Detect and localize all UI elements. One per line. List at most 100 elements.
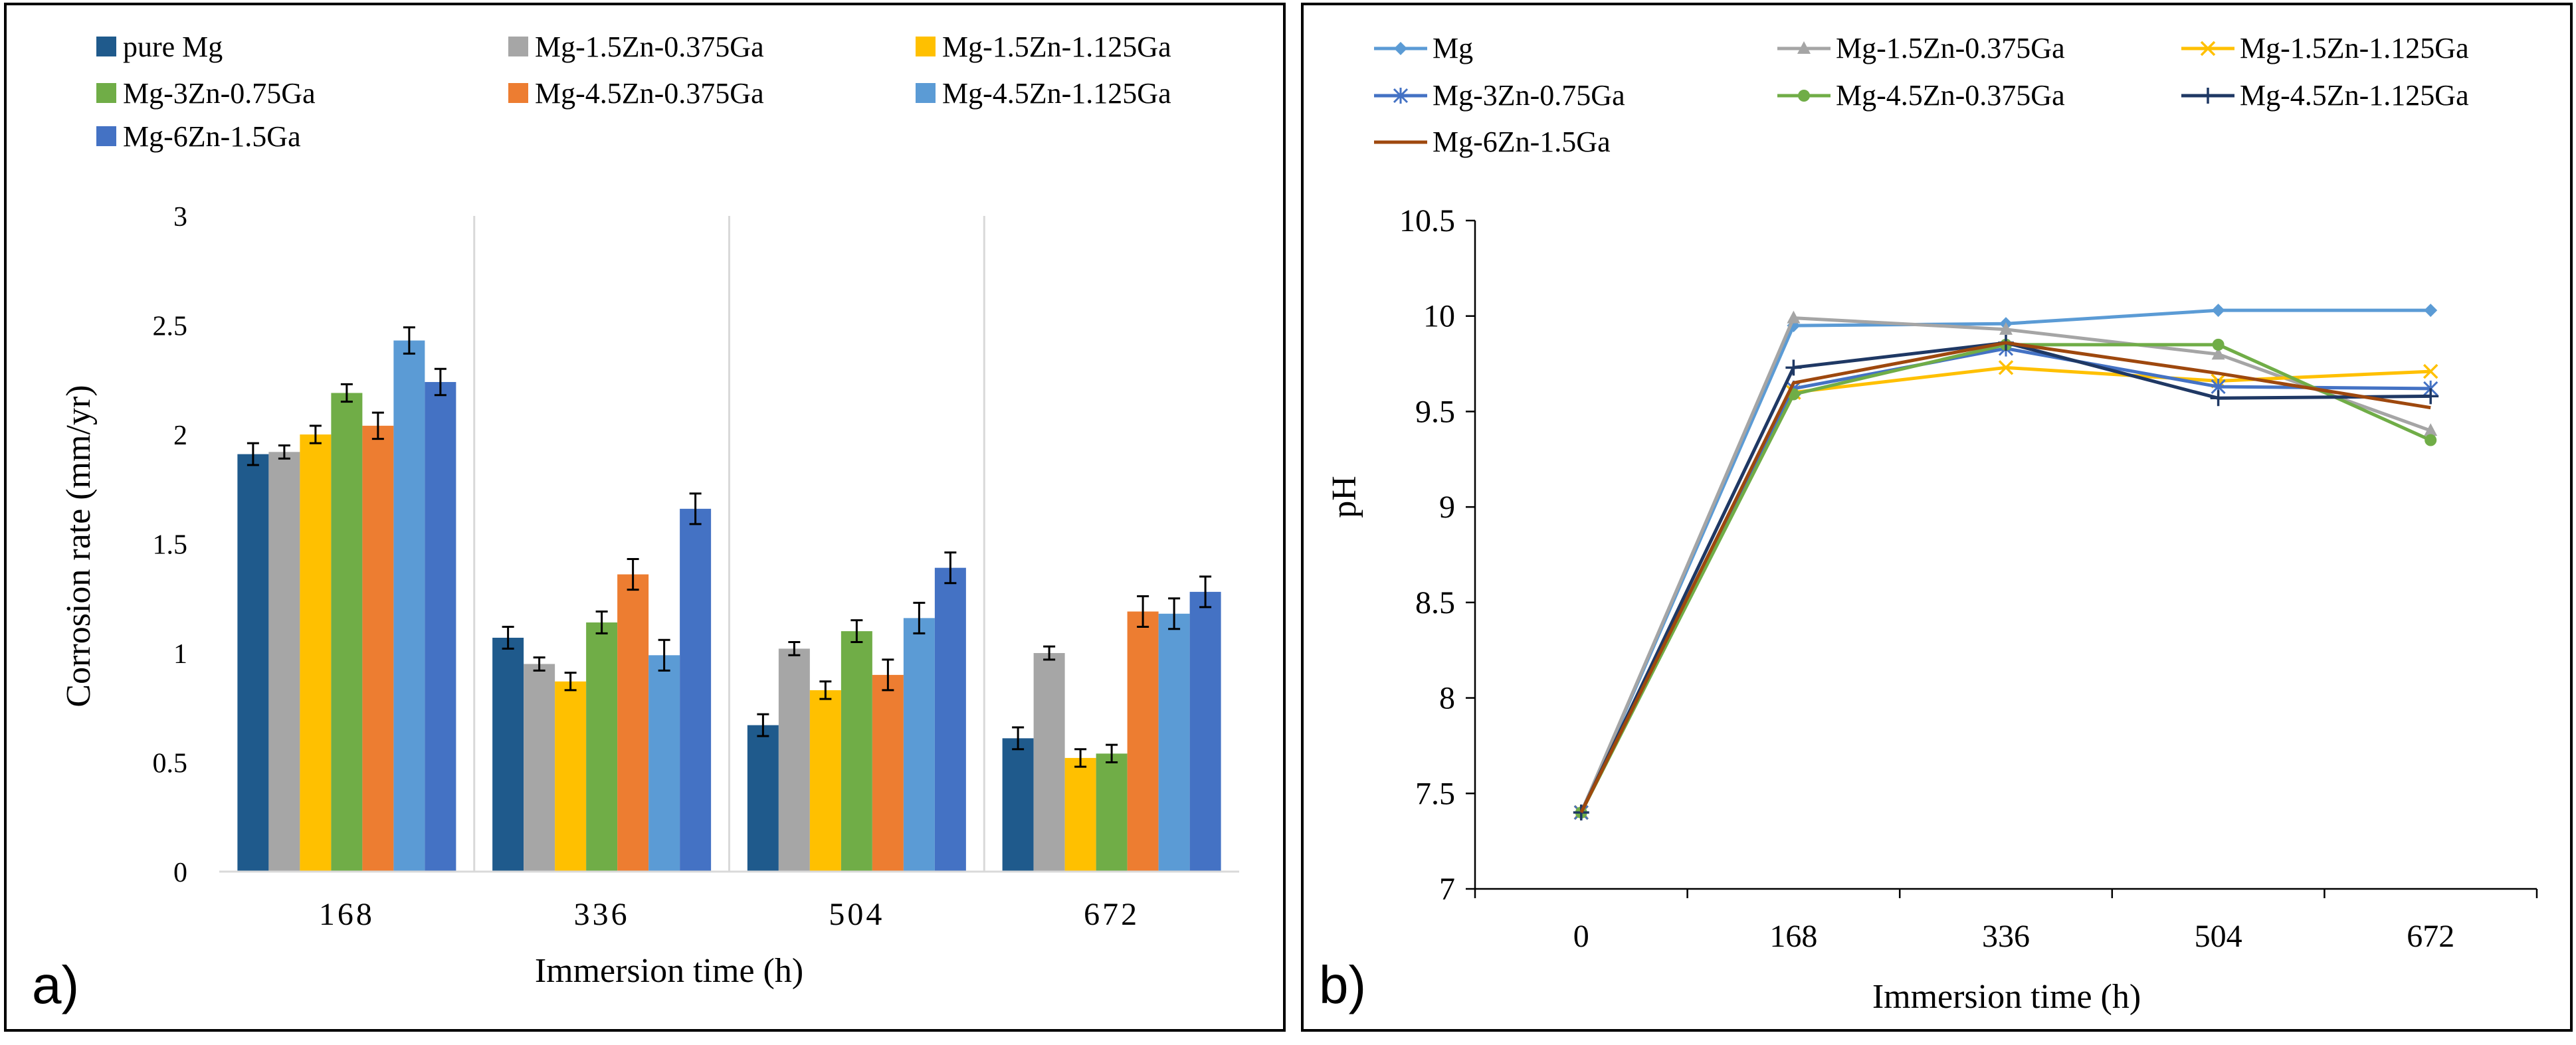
error-bar-mg-1-5zn-1-125ga-504: [819, 680, 832, 700]
a-y-axis-title: Corrosion rate (mm/yr): [60, 385, 98, 707]
a-legend-label: Mg-6Zn-1.5Ga: [123, 120, 301, 153]
a-y-tick-label: 0: [173, 858, 187, 888]
b-x-tick-label: 0: [1573, 919, 1589, 954]
b-y-tick-label: 10: [1423, 299, 1455, 334]
a-legend-label: pure Mg: [123, 31, 223, 63]
a-bars: [237, 340, 1221, 872]
error-bar-mg-3zn-0-75ga-336: [595, 610, 608, 634]
b-y-tick-label: 8.5: [1415, 585, 1455, 620]
b-legend: Mg Mg-1.5Zn-0.375Ga Mg-1.5Zn-1.125Ga Mg-3Zn…: [1374, 32, 2469, 158]
bar-mg-6zn-1-5ga-504: [934, 567, 966, 872]
a-y-tick-labels: 0 0.5 1 1.5 2 2.5 3: [153, 202, 188, 888]
b-x-tick-label: 672: [2407, 919, 2454, 954]
b-legend-marker: [2200, 41, 2216, 56]
a-gridlines: [473, 216, 985, 872]
bar-mg-6zn-1-5ga-168: [425, 382, 456, 872]
a-error-bars: [247, 326, 1212, 768]
b-legend-marker: [1797, 41, 1811, 54]
b-y-tick-label: 9.5: [1415, 394, 1455, 429]
b-y-axis-title: pH: [1326, 476, 1363, 518]
b-legend-label: Mg-1.5Zn-0.375Ga: [1836, 32, 2065, 64]
a-legend-swatch: [916, 83, 936, 103]
b-legend-marker: [1393, 88, 1409, 104]
b-legend-label: Mg-6Zn-1.5Ga: [1433, 126, 1611, 158]
b-legend-label: Mg-4.5Zn-1.125Ga: [2240, 79, 2469, 112]
bar-pure-mg-672: [1002, 738, 1034, 872]
a-legend-swatch: [508, 37, 528, 56]
panel-a: 0 0.5 1 1.5 2 2.5 3 168 336 504 672 pure Mg Mg-1.5…: [4, 3, 1286, 1032]
a-legend-label: Mg-4.5Zn-0.375Ga: [535, 77, 764, 110]
point-mg-1-5zn-0-375ga-504: [2211, 347, 2225, 360]
a-legend-label: Mg-1.5Zn-1.125Ga: [942, 31, 1171, 63]
bar-pure-mg-168: [237, 454, 269, 872]
error-bar-mg-1-5zn-0-375ga-504: [788, 641, 801, 656]
a-y-tick-label: 2.5: [153, 312, 188, 342]
b-legend-marker: [2200, 88, 2216, 104]
bar-mg-4-5zn-1-125ga-672: [1158, 613, 1190, 872]
panel-a-frame: [4, 3, 1286, 1032]
point-mg-1-5zn-0-375ga-168: [1787, 310, 1801, 324]
bar-mg-6zn-1-5ga-672: [1189, 591, 1221, 872]
b-x-tick-label: 168: [1769, 919, 1817, 954]
bar-mg-1-5zn-0-375ga-168: [268, 452, 300, 872]
b-legend-marker: [1394, 42, 1407, 55]
error-bar-mg-1-5zn-1-125ga-336: [564, 672, 577, 692]
b-y-tick-label: 8: [1439, 681, 1455, 716]
b-legend-item-mg-3zn-0-75ga: Mg-3Zn-0.75Ga: [1374, 79, 1625, 112]
bar-mg-3zn-0-75ga-168: [331, 393, 363, 872]
point-mg-672: [2424, 304, 2438, 318]
b-y-tick-label: 7: [1439, 872, 1455, 907]
a-legend: pure Mg Mg-1.5Zn-0.375Ga Mg-1.5Zn-1.125Ga M…: [96, 31, 1171, 153]
a-legend-item-mg-1-5zn-0-375ga: Mg-1.5Zn-0.375Ga: [508, 31, 764, 63]
bar-pure-mg-504: [747, 725, 779, 872]
point-mg-4-5zn-0-375ga-504: [2212, 338, 2225, 351]
error-bar-mg-6zn-1-5ga-168: [434, 367, 446, 397]
panel-a-label: a): [32, 955, 79, 1014]
b-y-tick-label: 10.5: [1399, 203, 1455, 238]
a-legend-item-mg-4-5zn-0-375ga: Mg-4.5Zn-0.375Ga: [508, 77, 764, 110]
bar-mg-4-5zn-0-375ga-672: [1127, 611, 1159, 872]
point-mg-504: [2211, 304, 2225, 318]
a-x-tick-label: 336: [574, 897, 630, 932]
a-x-tick-label: 672: [1084, 897, 1139, 932]
b-legend-item-mg-4-5zn-0-375ga: Mg-4.5Zn-0.375Ga: [1777, 79, 2065, 112]
a-legend-item-mg-6zn-1-5ga: Mg-6Zn-1.5Ga: [96, 120, 301, 153]
error-bar-mg-3zn-0-75ga-504: [850, 619, 863, 644]
b-y-tick-labels: 7 7.5 8 8.5 9 9.5 10 10.5: [1399, 203, 1455, 907]
a-x-tick-labels: 168 336 504 672: [319, 897, 1139, 932]
error-bar-mg-1-5zn-0-375ga-672: [1043, 645, 1056, 661]
error-bar-mg-1-5zn-1-125ga-672: [1074, 748, 1087, 768]
bar-mg-1-5zn-0-375ga-504: [778, 648, 810, 872]
error-bar-mg-3zn-0-75ga-168: [340, 383, 353, 403]
b-legend-label: Mg-3Zn-0.75Ga: [1433, 79, 1625, 112]
error-bar-mg-4-5zn-0-375ga-168: [371, 411, 384, 440]
error-bar-mg-6zn-1-5ga-336: [689, 492, 702, 525]
b-series-lines: [1573, 304, 2439, 821]
error-bar-pure-mg-672: [1012, 726, 1025, 751]
b-legend-item-mg-6zn-1-5ga: Mg-6Zn-1.5Ga: [1374, 126, 1611, 158]
bar-mg-1-5zn-1-125ga-168: [300, 434, 332, 872]
a-legend-item-mg-1-5zn-1-125ga: Mg-1.5Zn-1.125Ga: [916, 31, 1171, 63]
point-mg-1-5zn-0-375ga-672: [2424, 423, 2438, 436]
panel-b-label: b): [1319, 955, 1366, 1014]
error-bar-mg-3zn-0-75ga-672: [1106, 743, 1118, 763]
bar-pure-mg-336: [492, 637, 524, 872]
error-bar-mg-4-5zn-1-125ga-504: [913, 601, 926, 634]
error-bar-mg-1-5zn-0-375ga-336: [533, 656, 545, 672]
a-legend-label: Mg-1.5Zn-0.375Ga: [535, 31, 764, 63]
bar-mg-1-5zn-0-375ga-336: [524, 664, 555, 872]
bar-mg-4-5zn-0-375ga-168: [362, 425, 394, 872]
b-y-tick-label: 9: [1439, 490, 1455, 525]
a-x-tick-label: 504: [829, 897, 884, 932]
a-legend-label: Mg-4.5Zn-1.125Ga: [942, 77, 1171, 110]
error-bar-mg-6zn-1-5ga-504: [944, 551, 957, 585]
a-legend-swatch: [96, 37, 116, 56]
a-legend-swatch: [96, 126, 116, 146]
point-mg-4-5zn-1-125ga-504: [2210, 390, 2227, 407]
b-legend-label: Mg-4.5Zn-0.375Ga: [1836, 79, 2065, 112]
error-bar-pure-mg-504: [757, 713, 769, 737]
a-legend-item-mg-4-5zn-1-125ga: Mg-4.5Zn-1.125Ga: [916, 77, 1171, 110]
point-mg-4-5zn-1-125ga-168: [1785, 359, 1802, 376]
bar-mg-4-5zn-1-125ga-168: [393, 340, 425, 872]
